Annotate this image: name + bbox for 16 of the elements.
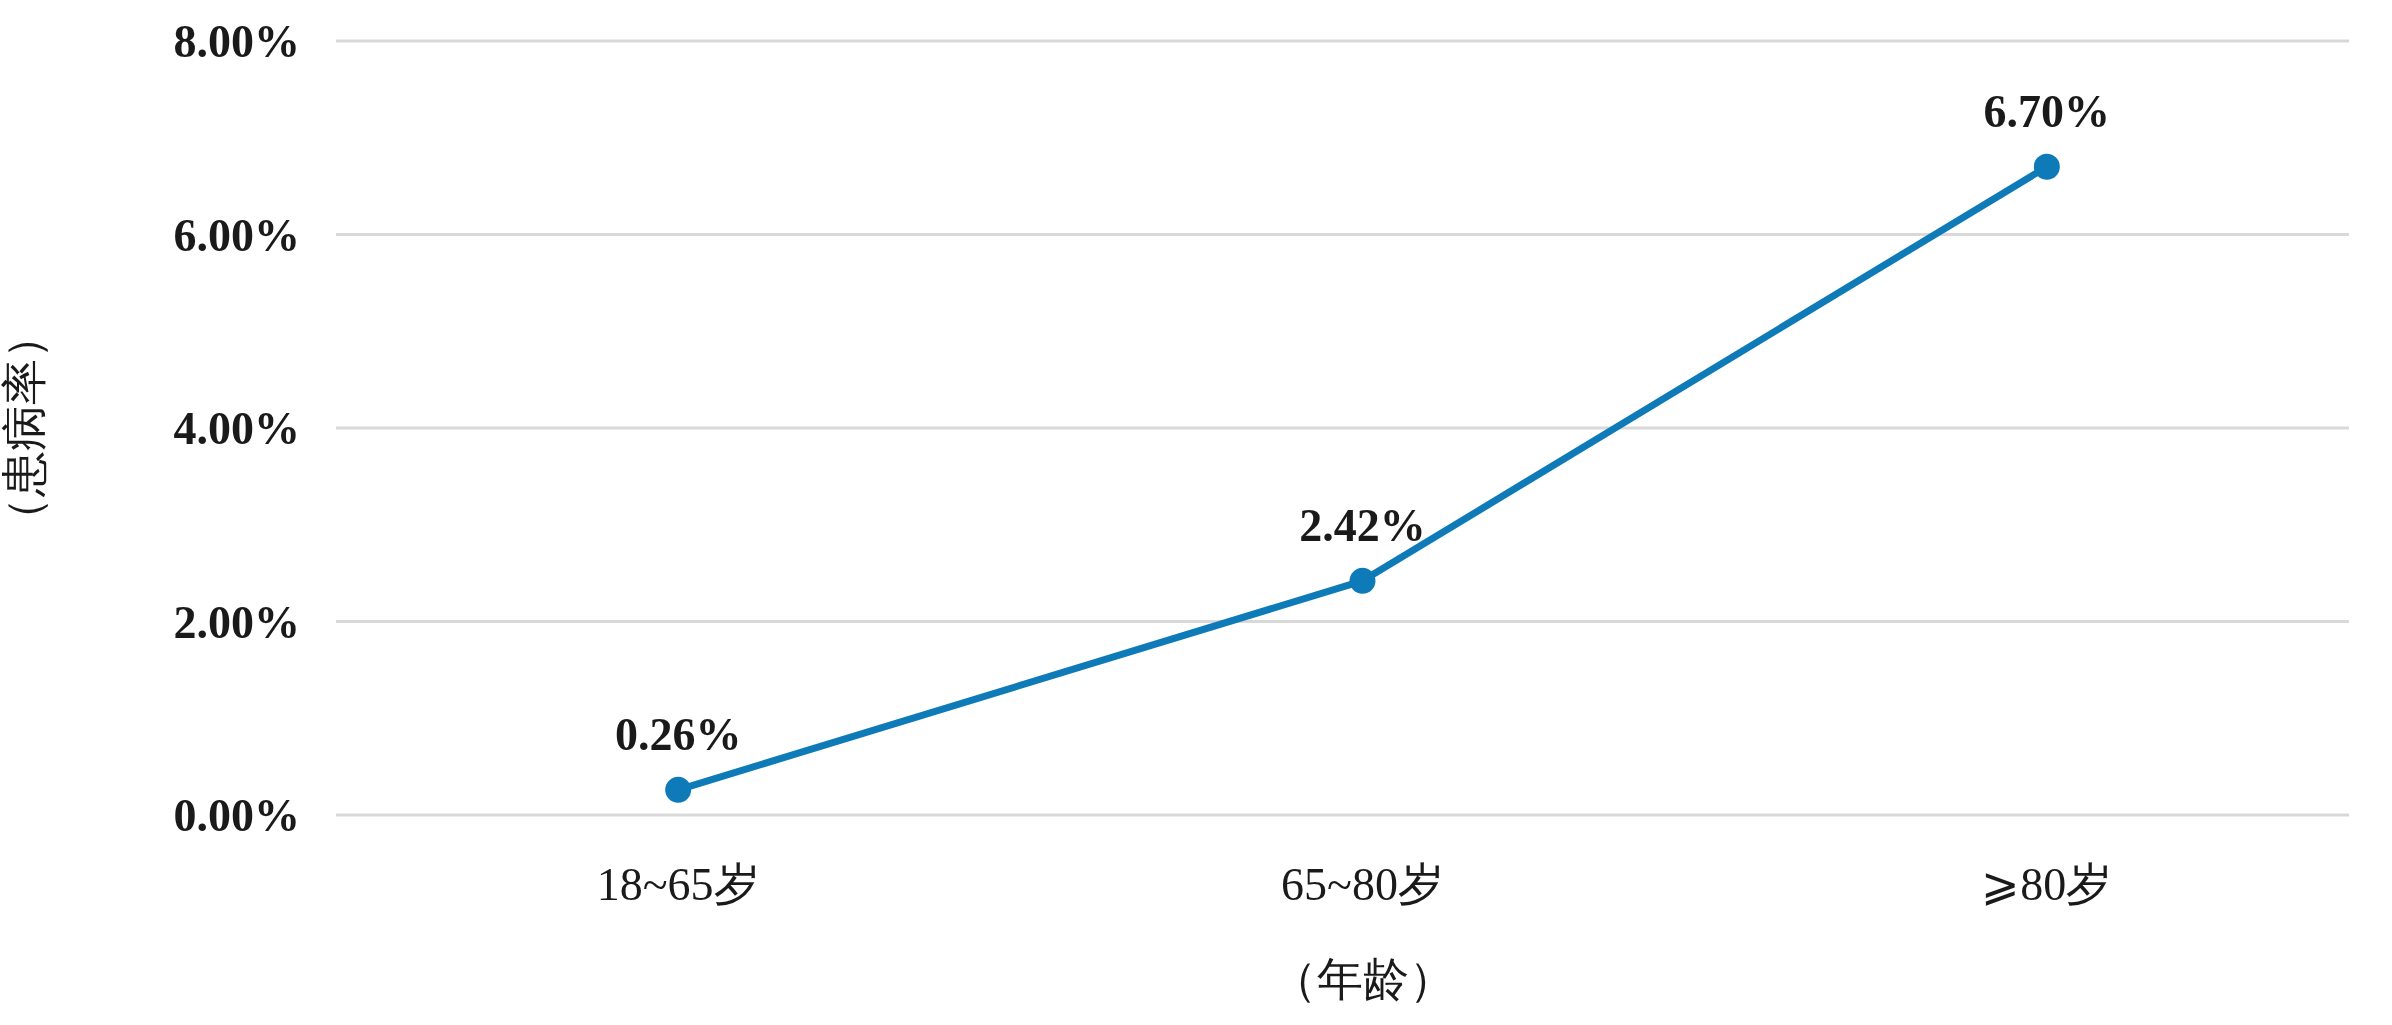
y-tick-label: 4.00% (173, 403, 300, 454)
x-tick-label: 65~80岁 (1281, 859, 1444, 910)
point (2033, 153, 2060, 180)
x-axis-title: （年龄） (1270, 954, 1455, 1005)
y-tick-label: 6.00% (173, 209, 300, 261)
x-tick-label: ⩾80岁 (1981, 859, 2113, 910)
data-label: 6.70% (1983, 85, 2111, 137)
point (665, 776, 692, 803)
point (1349, 567, 1376, 594)
y-tick-label: 8.00% (173, 16, 300, 67)
y-tick-label: 0.00% (173, 790, 300, 841)
data-label: 2.42% (1299, 499, 1426, 551)
data-label: 0.26% (614, 708, 742, 760)
y-axis-title: （患病率） (0, 313, 50, 543)
y-tick-label: 2.00% (173, 596, 300, 648)
x-tick-label: 18~65岁 (596, 859, 760, 910)
